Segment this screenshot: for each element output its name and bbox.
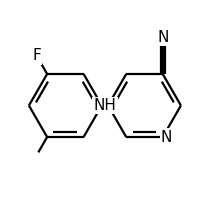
- Text: N: N: [157, 30, 168, 45]
- Text: NH: NH: [94, 98, 116, 113]
- Text: F: F: [32, 48, 41, 64]
- Text: N: N: [161, 130, 172, 145]
